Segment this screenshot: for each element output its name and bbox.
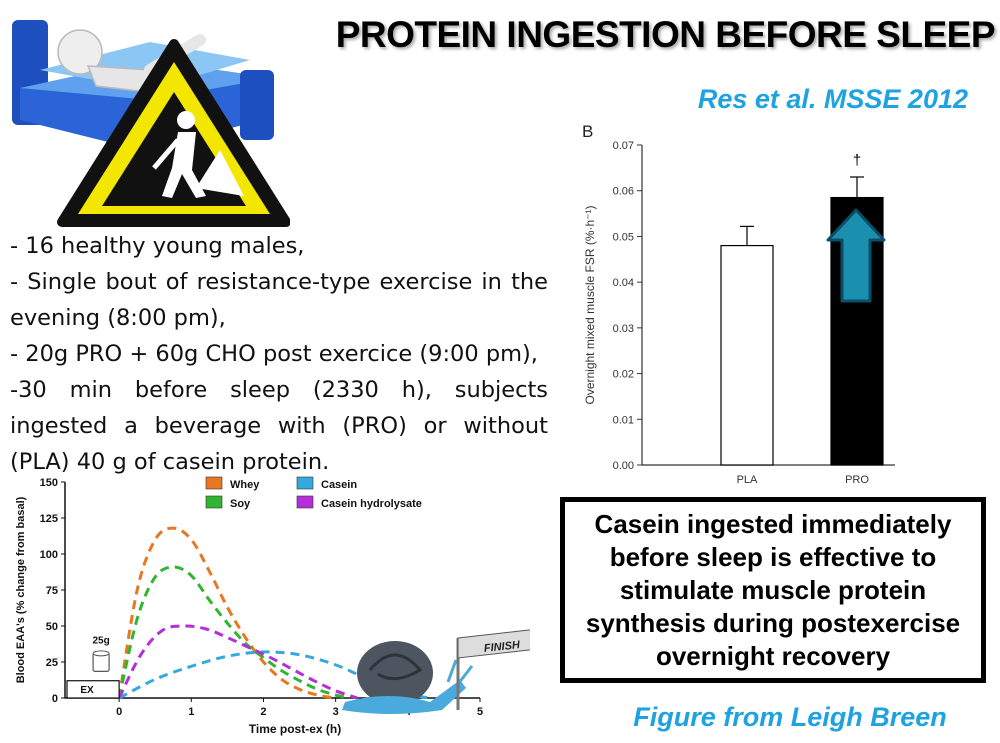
y-tick-label: 50: [46, 621, 58, 633]
y-axis-label: Overnight mixed muscle FSR (%·h⁻¹): [583, 205, 597, 404]
y-tick-label: 0.04: [613, 277, 634, 289]
x-tick-label: 0: [116, 706, 122, 718]
y-tick-label: 0.03: [613, 323, 634, 335]
y-tick-label: 0: [52, 693, 58, 705]
bullet-list: - 16 healthy young males, - Single bout …: [10, 228, 548, 480]
y-tick-label: 125: [40, 513, 58, 525]
y-tick-label: 0.07: [613, 140, 634, 152]
y-tick-label: 0.00: [613, 460, 634, 472]
legend-label: Casein: [321, 479, 357, 491]
significance-marker: †: [853, 152, 861, 169]
y-tick-label: 0.05: [613, 231, 634, 243]
bullet-item: - 16 healthy young males,: [10, 233, 305, 259]
x-tick-label: PRO: [845, 474, 869, 486]
up-arrow-icon: [826, 208, 886, 303]
series-line-casein-hydrolysate: [117, 624, 358, 700]
conclusion-callout: Casein ingested immediately before sleep…: [560, 497, 986, 683]
callout-line: Casein ingested immediately: [594, 508, 952, 539]
legend-label: Casein hydrolysate: [321, 498, 422, 510]
y-tick-label: 75: [46, 585, 58, 597]
x-tick-label: 2: [260, 706, 266, 718]
callout-line: overnight recovery: [655, 640, 891, 671]
dose-label: 25g: [92, 635, 109, 646]
exercise-box: [66, 680, 120, 699]
fsr-bar-chart: B 0.00 0.01 0.02 0.03 0.04 0.05 0.06 0.07 PLA PR…: [582, 122, 895, 486]
y-tick-label: 0.02: [613, 369, 634, 381]
bullet-item: - Single bout of resistance-type exercis…: [10, 269, 548, 331]
y-tick-label: 150: [40, 477, 58, 489]
snail-icon: [342, 641, 474, 714]
y-tick-label: 100: [40, 549, 58, 561]
slide-title: PROTEIN INGESTION BEFORE SLEEP: [335, 14, 996, 55]
x-axis-label: Time post-ex (h): [249, 722, 341, 736]
legend-swatch: [205, 495, 223, 509]
bar-pla: [720, 244, 774, 466]
x-tick-label: 1: [188, 706, 194, 718]
exercise-label: EX: [80, 685, 94, 696]
x-tick-label: 5: [477, 706, 483, 718]
cup-rim: [92, 650, 110, 657]
y-tick-label: 25: [46, 657, 58, 669]
series-line-soy: [117, 565, 351, 700]
legend-swatch: [296, 495, 314, 509]
construction-warning-icon: [57, 39, 290, 227]
callout-line: stimulate muscle protein: [619, 574, 927, 605]
legend-label: Soy: [230, 498, 251, 510]
sleeping-figure-warning-illustration: [12, 20, 290, 227]
legend-label: Whey: [230, 479, 260, 491]
bullet-item: -30 min before sleep (2330 h), subjects …: [10, 377, 548, 475]
legend-swatch: [205, 476, 223, 490]
x-tick-label: 3: [333, 706, 339, 718]
y-axis-label: Blood EAA's (% change from basal): [15, 496, 27, 683]
x-tick-label: PLA: [737, 474, 758, 486]
finish-label: FINISH: [483, 639, 521, 655]
bullet-item: - 20g PRO + 60g CHO post exercice (9:00 …: [10, 341, 538, 367]
panel-label: B: [582, 122, 593, 141]
citation: Res et al. MSSE 2012: [697, 84, 968, 114]
y-tick-label: 0.06: [613, 186, 634, 198]
callout-line: before sleep is effective to: [609, 541, 937, 572]
blood-eaa-line-chart: Blood EAA's (% change from basal) Time p…: [15, 476, 530, 736]
figure-credit: Figure from Leigh Breen: [633, 702, 947, 732]
series-line-whey: [117, 526, 336, 700]
y-tick-label: 0.01: [613, 414, 634, 426]
callout-line: synthesis during postexercise: [585, 607, 961, 638]
legend-swatch: [296, 476, 314, 490]
finish-banner-icon: FINISH: [456, 629, 530, 710]
